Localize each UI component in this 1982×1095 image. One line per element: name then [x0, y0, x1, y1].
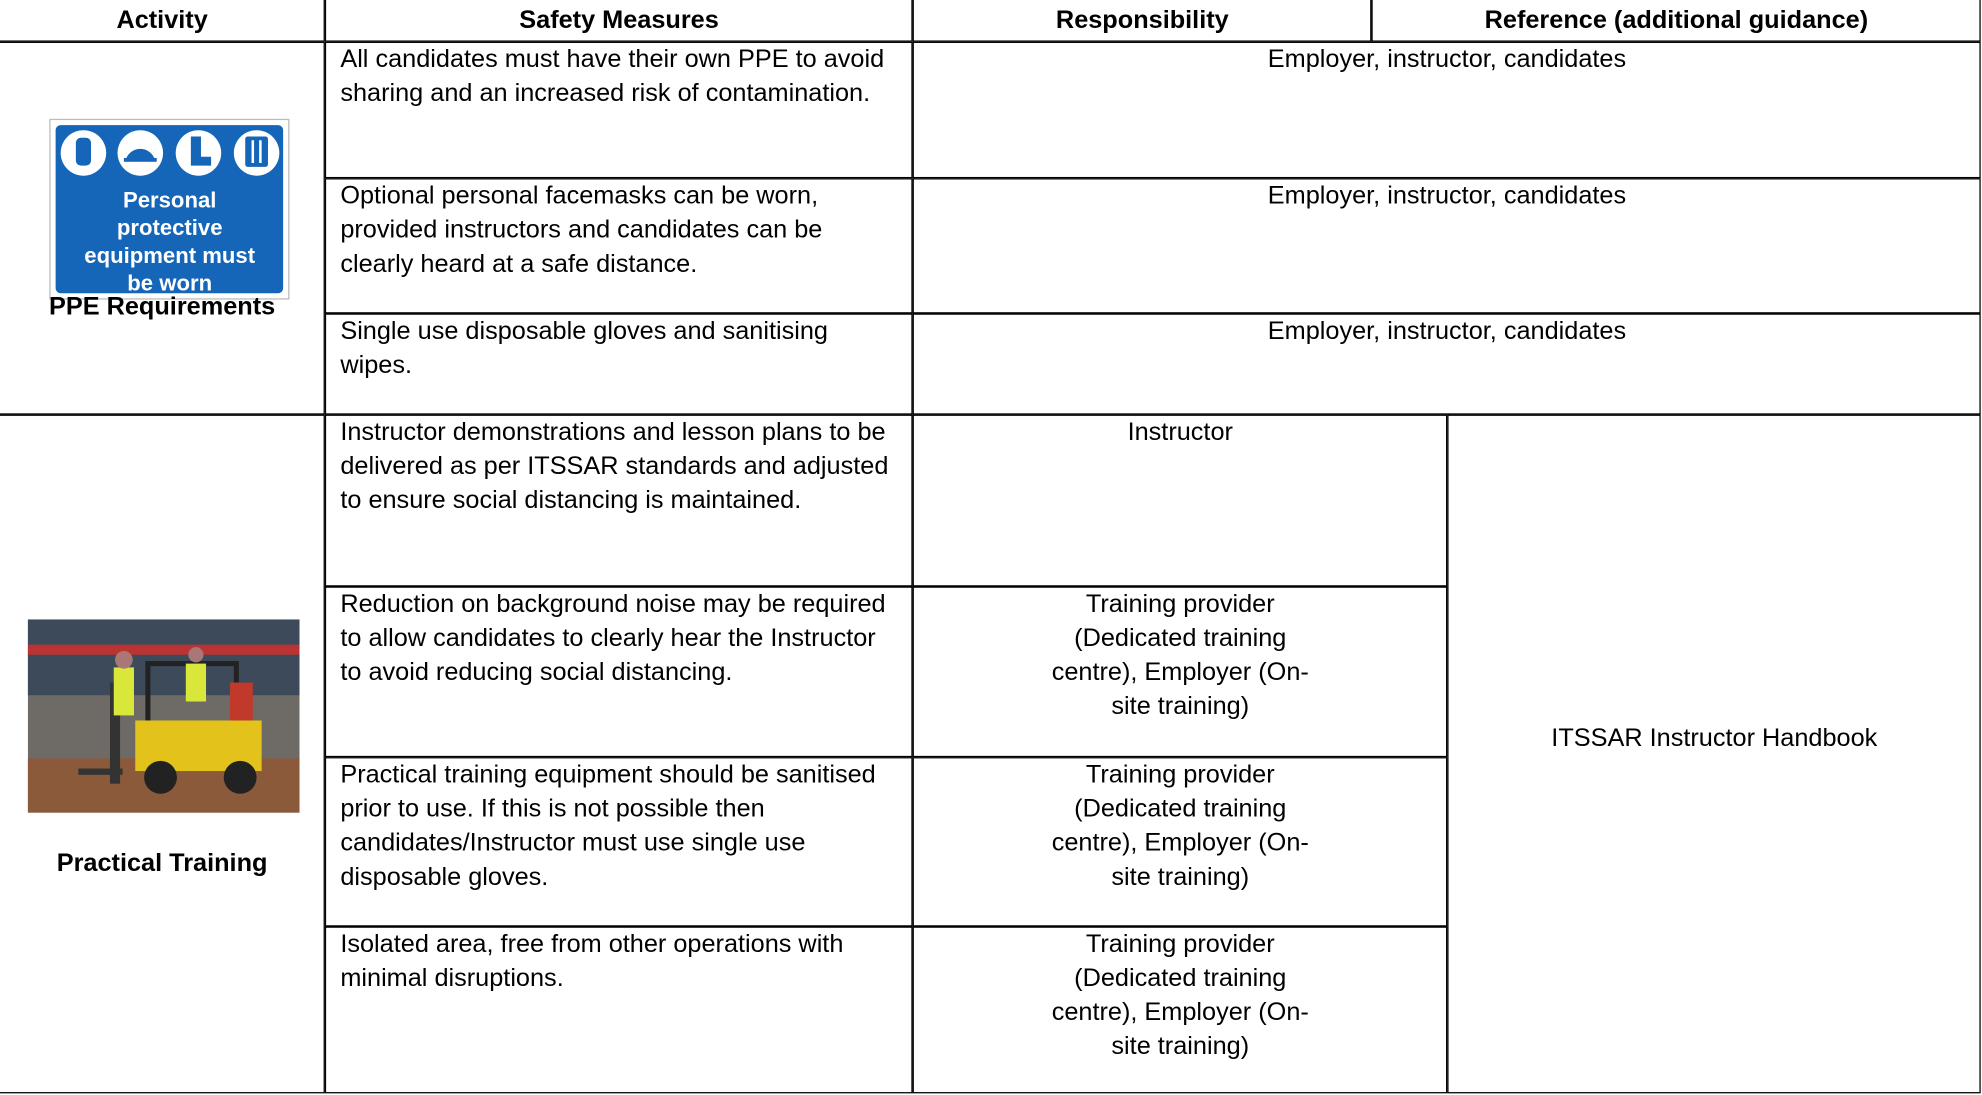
- responsibility-cell: Employer, instructor, candidates: [912, 42, 1982, 179]
- responsibility-cell: Training provider (Dedicated training ce…: [912, 926, 1448, 1094]
- measure-cell: Practical training equipment should be s…: [325, 757, 913, 927]
- reference-cell: ITSSAR Instructor Handbook: [1447, 414, 1982, 1094]
- activity-label: Practical Training: [56, 849, 268, 878]
- sign-icons: [60, 130, 280, 177]
- responsibility-text: Training provider (Dedicated training ce…: [1051, 930, 1309, 1061]
- header-cell: Responsibility: [912, 0, 1372, 43]
- reference-text: ITSSAR Instructor Handbook: [1551, 724, 1878, 753]
- header-cell: Reference (additional guidance): [1371, 0, 1982, 43]
- sign-panel: Personal protective equipment must be wo…: [55, 125, 284, 296]
- responsibility-cell: Employer, instructor, candidates: [912, 313, 1982, 415]
- measure-cell: Optional personal facemasks can be worn,…: [325, 178, 913, 314]
- responsibility-cell: Employer, instructor, candidates: [912, 178, 1982, 314]
- forklift-photo: [27, 619, 300, 813]
- header-cell: Activity: [0, 0, 326, 43]
- responsibility-text: Training provider (Dedicated training ce…: [1051, 590, 1309, 721]
- responsibility-cell: Training provider (Dedicated training ce…: [912, 757, 1448, 927]
- header-cell: Safety Measures: [325, 0, 913, 43]
- responsibility-cell: Instructor: [912, 414, 1448, 587]
- responsibility-text: Instructor: [1127, 418, 1233, 447]
- sign-text: Personal protective equipment must be wo…: [84, 187, 256, 297]
- responsibility-cell: Training provider (Dedicated training ce…: [912, 586, 1448, 758]
- activity-label: PPE Requirements: [48, 293, 276, 322]
- measure-cell: Isolated area, free from other operation…: [325, 926, 913, 1094]
- measure-cell: All candidates must have their own PPE t…: [325, 42, 913, 179]
- responsibility-text: Training provider (Dedicated training ce…: [1051, 761, 1309, 892]
- measure-cell: Instructor demonstrations and lesson pla…: [325, 414, 913, 587]
- measure-cell: Reduction on background noise may be req…: [325, 586, 913, 758]
- activity-cell: Practical Training: [0, 414, 326, 1094]
- measure-cell: Single use disposable gloves and sanitis…: [325, 313, 913, 415]
- ppe-sign: Personal protective equipment must be wo…: [49, 119, 290, 300]
- activity-cell: Personal protective equipment must be wo…: [0, 42, 326, 415]
